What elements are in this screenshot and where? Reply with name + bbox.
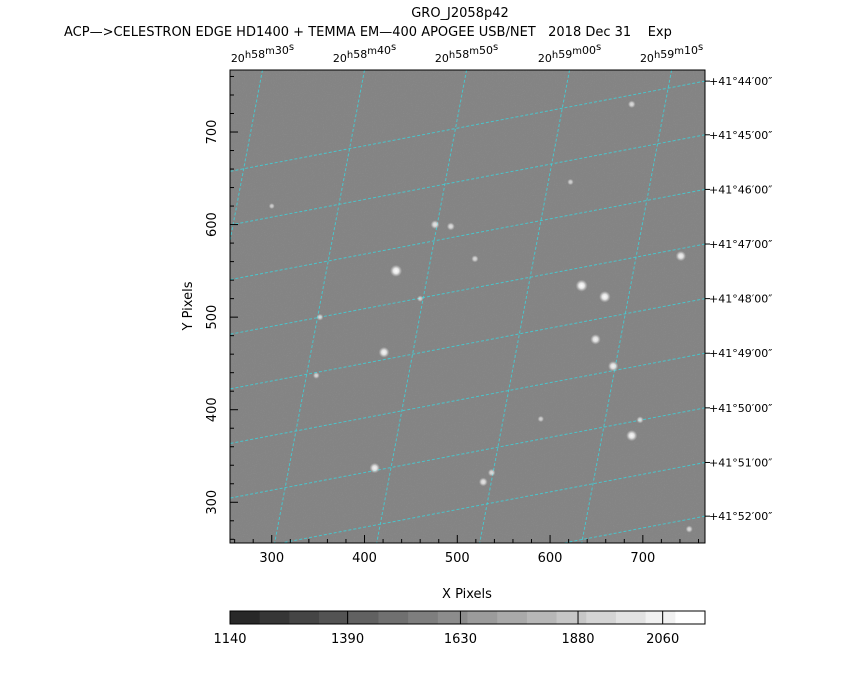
dec-label-2: +41°45′00″ <box>709 129 772 142</box>
colorbar-swatch-15 <box>645 611 676 624</box>
y-tick-label-3: 500 <box>205 305 220 330</box>
x-tick-label-1: 300 <box>259 551 284 566</box>
y-axis: 300 400 500 600 700 <box>205 75 238 540</box>
dec-grid-line-2 <box>230 134 705 226</box>
star-7 <box>312 372 320 379</box>
star-22 <box>268 203 275 210</box>
y-tick-label-5: 700 <box>205 120 220 145</box>
chart-subtitle: ACP—>CELESTRON EDGE HD1400 + TEMMA EM—40… <box>64 25 672 40</box>
colorbar-swatch-8 <box>437 611 468 624</box>
star-2 <box>378 346 390 358</box>
x-tick-label-5: 700 <box>630 551 655 566</box>
star-19 <box>685 525 693 533</box>
colorbar-tick-label-5: 2060 <box>646 632 679 647</box>
ra-grid-line-1 <box>230 70 263 244</box>
ra-grid-line-4 <box>479 70 571 543</box>
colorbar-swatch-5 <box>348 611 379 624</box>
colorbar-swatch-13 <box>586 611 617 624</box>
dec-label-7: +41°50′00″ <box>709 402 772 415</box>
star-9 <box>478 477 488 487</box>
star-15 <box>626 430 638 442</box>
y-tick-label-1: 300 <box>205 490 220 515</box>
star-14 <box>607 361 619 372</box>
ra-label-1: 20h58m30s <box>231 42 294 65</box>
wcs-grid <box>230 70 705 543</box>
dec-grid-line-7 <box>230 407 705 499</box>
star-3 <box>430 220 440 229</box>
star-20 <box>416 295 424 302</box>
dec-label-3: +41°46′00″ <box>709 183 772 196</box>
colorbar-swatch-3 <box>289 611 320 624</box>
colorbar-tick-label-3: 1630 <box>444 632 477 647</box>
x-tick-label-3: 500 <box>445 551 470 566</box>
ra-label-3: 20h58m50s <box>435 42 498 65</box>
dec-label-9: +41°52′00″ <box>709 510 772 523</box>
dec-grid-line-3 <box>230 188 705 281</box>
x-tick-label-4: 600 <box>538 551 563 566</box>
colorbar-swatch-4 <box>319 611 350 624</box>
star-field <box>268 100 693 533</box>
colorbar-swatch-16 <box>675 611 706 624</box>
ra-grid-line-3 <box>376 70 468 543</box>
sky-image <box>230 70 705 543</box>
chart-title: GRO_J2058p42 <box>411 6 509 21</box>
star-13 <box>590 334 601 345</box>
dec-label-5: +41°48′00″ <box>709 293 772 306</box>
ra-label-5: 20h59m10s <box>640 42 703 65</box>
colorbar-swatch-1 <box>230 611 261 624</box>
star-11 <box>575 279 588 292</box>
dec-grid-line-6 <box>230 352 705 444</box>
colorbar-swatch-2 <box>259 611 290 624</box>
dec-axis: +41°44′00″ +41°45′00″ +41°46′00″ +41°47′00″… <box>705 75 772 523</box>
x-tick-label-2: 400 <box>352 551 377 566</box>
colorbar-ticks: 1140 1390 1630 1880 2060 <box>213 611 679 647</box>
colorbar-swatch-9 <box>467 611 498 624</box>
image-frame <box>229 69 706 544</box>
colorbar-tick-label-4: 1880 <box>561 632 594 647</box>
ra-label-4: 20h59m00s <box>538 42 601 65</box>
colorbar-swatch-14 <box>615 611 647 624</box>
colorbar-swatch-7 <box>408 611 439 624</box>
star-17 <box>675 250 687 262</box>
ra-label-2: 20h58m40s <box>333 42 396 65</box>
star-1 <box>390 264 403 277</box>
star-12 <box>599 290 611 303</box>
colorbar-swatch-6 <box>378 611 409 624</box>
dec-grid-line-5 <box>230 298 705 390</box>
x-axis-label: X Pixels <box>442 587 492 602</box>
star-21 <box>537 415 544 423</box>
colorbar-swatch-10 <box>497 611 528 624</box>
y-axis-label: Y Pixels <box>181 281 196 331</box>
dec-grid-line-4 <box>230 243 705 335</box>
x-axis: 300 400 500 600 700 <box>234 535 700 566</box>
colorbar <box>229 610 706 625</box>
dec-label-6: +41°49′00″ <box>709 347 772 360</box>
star-5 <box>471 255 479 263</box>
y-tick-label-4: 600 <box>205 212 220 237</box>
dec-grid-line-1 <box>230 80 705 172</box>
star-16 <box>636 416 644 424</box>
y-tick-label-2: 400 <box>205 397 220 422</box>
dec-label-1: +41°44′00″ <box>709 75 772 88</box>
star-4 <box>446 222 455 231</box>
star-18 <box>627 100 636 109</box>
colorbar-tick-label-1: 1140 <box>213 632 246 647</box>
colorbar-tick-label-2: 1390 <box>331 632 364 647</box>
dec-label-4: +41°47′00″ <box>709 238 772 251</box>
star-10 <box>487 468 496 477</box>
colorbar-swatch-11 <box>526 611 558 624</box>
dec-label-8: +41°51′00″ <box>709 456 772 469</box>
ra-axis: 20h58m30s 20h58m40s 20h58m50s 20h59m00s 20h5… <box>231 42 703 65</box>
star-8 <box>369 462 380 474</box>
dec-grid-line-8 <box>278 461 705 543</box>
ra-grid-line-5 <box>581 70 673 543</box>
star-6 <box>316 313 324 321</box>
star-23 <box>567 178 574 186</box>
dec-grid-line-9 <box>561 515 705 543</box>
colorbar-swatch-12 <box>556 611 587 624</box>
